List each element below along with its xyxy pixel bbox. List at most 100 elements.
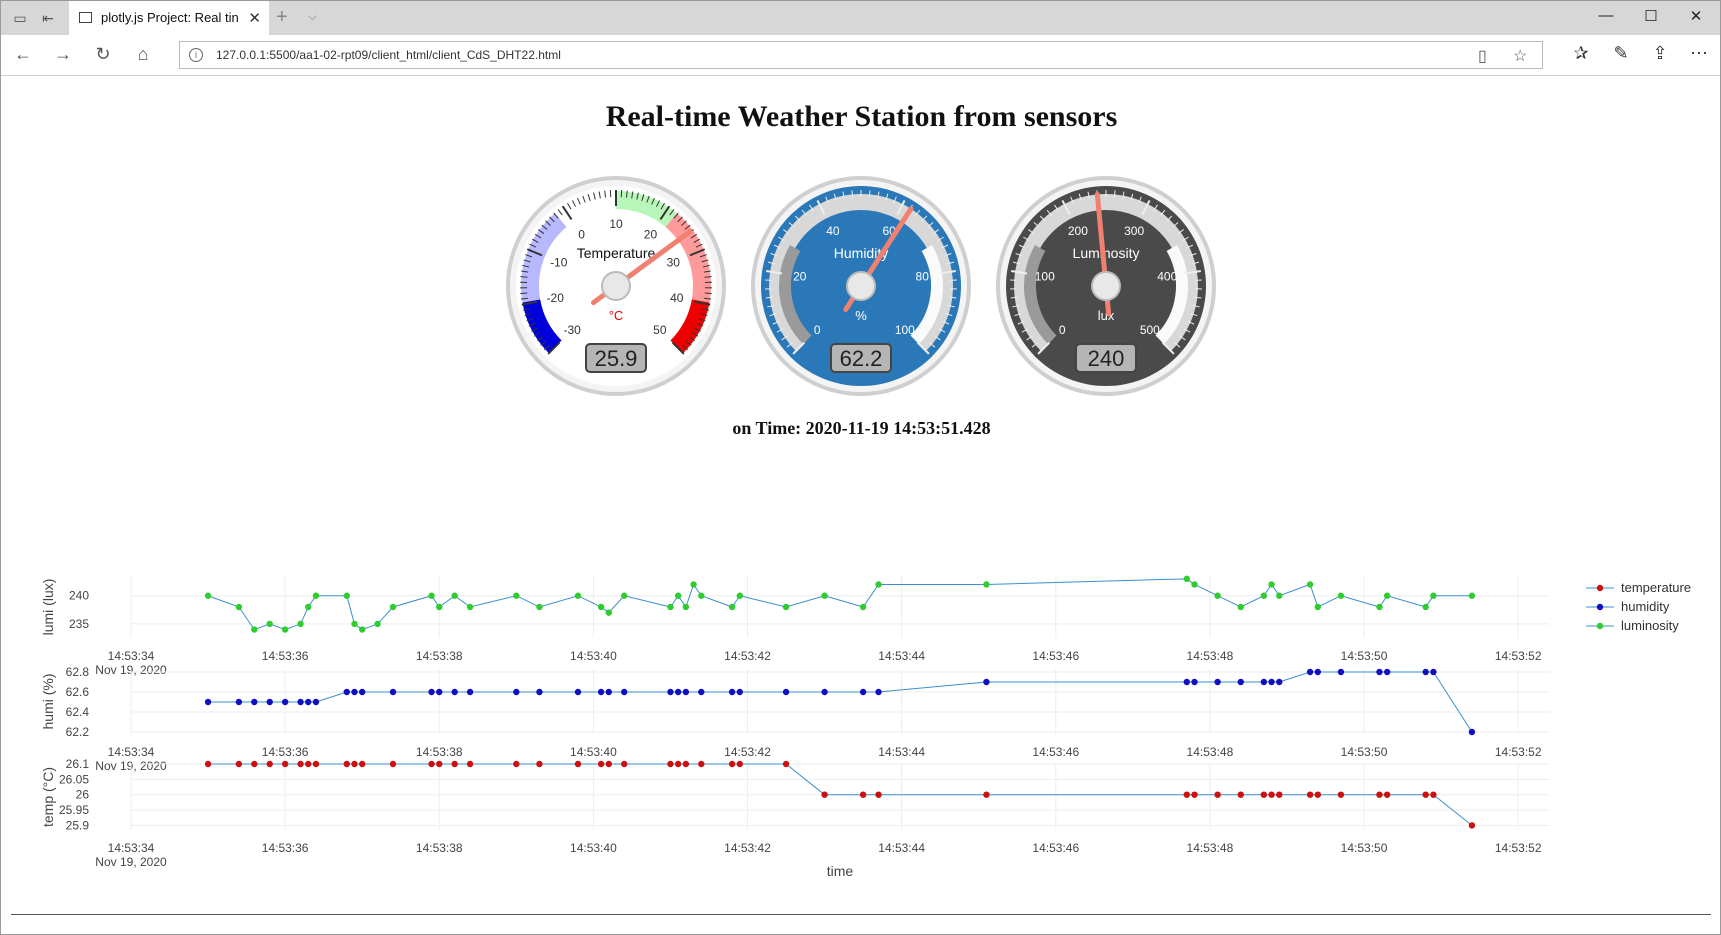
data-point-temperature [343,760,350,768]
gauge-tick [781,335,788,341]
gauge-tick [939,269,956,275]
data-point-luminosity [674,592,682,599]
data-point-luminosity [859,603,867,611]
gauge-tick [1189,253,1197,257]
gauge-tick [704,276,712,278]
x-tick-label: 14:53:36 [262,745,309,759]
tab-active[interactable]: plotly.js Project: Real tin ✕ [69,1,269,35]
legend-label-humidity: humidity [1621,599,1670,614]
share-icon[interactable]: ⇪ [1652,43,1668,63]
info-icon[interactable]: i [189,48,203,62]
series-line-humidity [208,671,1473,733]
x-tick-label: 14:53:42 [724,649,771,663]
pen-icon[interactable]: ✎ [1613,43,1629,63]
x-tick-label: 14:53:44 [878,841,925,855]
x-tick-label: 14:53:52 [1495,841,1542,855]
data-point-humidity [1422,668,1429,676]
legend-label-temperature: temperature [1621,580,1691,595]
gauge-tick [701,307,710,311]
more-icon[interactable]: ⋯ [1690,43,1708,63]
gauge-tick [945,313,953,317]
band-low [779,245,812,344]
gauge-tick [526,248,543,257]
new-tab-icon[interactable]: + [276,6,288,28]
data-point-luminosity [389,603,397,611]
gauge-tick [1078,193,1082,201]
data-point-humidity [297,698,304,706]
gauge-tick [694,327,701,332]
set-aside-tabs-icon[interactable]: ⇤ [42,10,54,26]
refresh-icon[interactable]: ↻ [95,44,111,64]
data-point-humidity [343,688,350,696]
legend-label-luminosity: luminosity [1621,618,1679,633]
gauge-tick [1192,304,1200,308]
gauge-tick [1161,341,1175,355]
data-point-temperature [235,760,243,768]
gauge-tick [1183,328,1191,333]
gauge-tick [833,193,837,201]
data-point-luminosity [297,620,304,628]
gauge-tick [1033,222,1040,228]
gauge-tick [593,192,596,200]
on-time-label: on Time: 2020-11-19 14:53:51.428 [732,418,991,438]
gauge-value-box [1075,343,1137,373]
data-point-temperature [674,760,682,768]
favorite-star-icon[interactable]: ☆ [1513,48,1528,65]
reading-view-icon[interactable]: ▯ [1478,48,1487,65]
maximize-icon[interactable]: ☐ [1644,8,1658,25]
data-point-humidity [1276,678,1283,686]
data-point-humidity [1306,668,1314,676]
gauge-tick-label: 300 [1124,224,1144,238]
gauge-tick [842,191,845,199]
gauge-value-box [585,343,647,373]
address-bar[interactable]: i 127.0.0.1:5500/aa1-02-rpt09/client_htm… [179,41,1543,69]
forward-icon[interactable]: → [54,44,72,64]
data-point-humidity [698,688,705,696]
gauge-tick [522,264,530,268]
gauge-tick [776,328,784,333]
data-point-luminosity [1376,603,1383,611]
timeseries-chart: 240 235 lumi (lux) 14:53:34 14:53:36 14:53:38… [40,575,1691,879]
gauge-tick [769,313,777,317]
data-point-humidity [1260,678,1268,686]
gauge-tick [767,261,775,265]
tab-title: plotly.js Project: Real tin [101,10,239,25]
gauge-tick [587,193,591,201]
chart-panel-humidity: 62.8 62.6 62.4 62.2 humi (%) 14:53:34 14:53:36… [40,665,1549,773]
gauge-tick [533,332,541,337]
back-icon[interactable]: ← [14,44,32,64]
close-window-icon[interactable]: ✕ [1689,8,1703,25]
y-axis-label: humi (%) [40,673,56,729]
gauge-tick [531,327,538,332]
x-tick-label: 14:53:44 [878,745,925,759]
gauge-tick [682,344,689,351]
gauge-tick [700,313,708,317]
tab-actions-icon[interactable]: ▭ [13,10,27,26]
gauge-tick-label: 0 [814,323,821,337]
data-point-humidity [1430,668,1437,676]
data-point-humidity [859,688,867,696]
gauge-tick [816,200,826,216]
close-tab-icon[interactable]: ✕ [248,10,261,27]
home-icon[interactable]: ⌂ [137,44,149,64]
data-point-luminosity [281,626,289,633]
data-point-temperature [1268,791,1275,798]
gauge-tick [704,292,712,295]
tab-preview-chevron-icon[interactable]: ⌵ [308,9,318,23]
data-point-luminosity [436,603,443,611]
gauge-tick [1187,320,1195,325]
gauge-tick [944,253,952,257]
data-point-temperature [875,791,882,798]
gauge-tick [651,197,655,205]
favorites-icon[interactable]: ✰ [1573,43,1589,63]
gauge-tick-label: -30 [563,323,581,337]
data-point-temperature [821,791,828,798]
minimize-icon[interactable]: — [1598,7,1614,24]
gauge-tick-label: -10 [550,255,568,269]
data-point-temperature [312,760,320,768]
address-row: ← → ↻ ⌂ i 127.0.0.1:5500/aa1-02-rpt09/cl… [1,35,1720,76]
gauge-tick [921,215,928,222]
gauge-tick [577,197,581,205]
gauge-tick [540,340,547,346]
